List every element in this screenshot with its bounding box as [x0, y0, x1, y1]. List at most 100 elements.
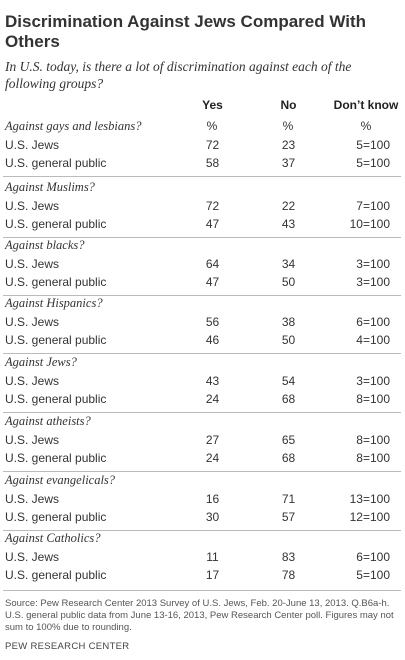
yes-value: 24 — [205, 451, 220, 465]
table-row: U.S. general public 47 43 10=100 — [0, 217, 405, 233]
yes-value: 16 — [205, 492, 220, 506]
no-value: 34 — [281, 257, 296, 271]
yes-value: 72 — [205, 138, 220, 152]
table-row: U.S. general public 24 68 8=100 — [0, 451, 405, 467]
question-text: In U.S. today, is there a lot of discrim… — [5, 59, 352, 91]
row-label: U.S. general public — [5, 392, 107, 406]
group-label: Against blacks? — [5, 238, 85, 252]
yes-value: 46 — [205, 333, 220, 347]
dont-know-value: 8=100 — [356, 392, 390, 406]
group-label: Against atheists? — [5, 414, 91, 428]
no-value: 65 — [281, 433, 296, 447]
no-value: 22 — [281, 199, 296, 213]
table-row: U.S. Jews 64 34 3=100 — [0, 257, 405, 273]
dont-know-value: 8=100 — [356, 433, 390, 447]
yes-value: 47 — [205, 275, 220, 289]
row-label: U.S. general public — [5, 333, 107, 347]
no-value: 23 — [281, 138, 296, 152]
table-row: U.S. general public 58 37 5=100 — [0, 156, 405, 172]
percent-sign-no: % — [282, 119, 294, 133]
table-row: U.S. general public 46 50 4=100 — [0, 333, 405, 349]
group-label: Against Catholics? — [5, 531, 101, 545]
table-row: U.S. general public 30 57 12=100 — [0, 510, 405, 526]
divider — [3, 176, 401, 177]
row-label: U.S. general public — [5, 451, 107, 465]
column-header-yes: Yes — [202, 98, 223, 112]
row-label: U.S. Jews — [5, 199, 60, 213]
no-value: 54 — [281, 374, 296, 388]
percent-sign-dont-know: % — [360, 119, 372, 133]
table-row: U.S. Jews 16 71 13=100 — [0, 492, 405, 508]
yes-value: 72 — [205, 199, 220, 213]
column-header-dont-know: Don’t know — [333, 98, 399, 112]
row-label: U.S. Jews — [5, 315, 60, 329]
table-row: U.S. Jews 27 65 8=100 — [0, 433, 405, 449]
row-label: U.S. general public — [5, 275, 107, 289]
table-row: U.S. Jews 11 83 6=100 — [0, 550, 405, 566]
no-value: 68 — [281, 392, 296, 406]
divider — [3, 590, 401, 591]
dont-know-value: 3=100 — [356, 275, 390, 289]
yes-value: 27 — [205, 433, 220, 447]
page-title: Discrimination Against Jews Compared Wit… — [5, 12, 367, 51]
footer-credit: PEW RESEARCH CENTER — [5, 641, 130, 652]
table-row: U.S. general public 24 68 8=100 — [0, 392, 405, 408]
group-label: Against Muslims? — [5, 180, 95, 194]
row-label: U.S. general public — [5, 510, 107, 524]
no-value: 78 — [281, 568, 296, 582]
divider — [3, 471, 401, 472]
group-label: Against Hispanics? — [5, 296, 103, 310]
dont-know-value: 4=100 — [356, 333, 390, 347]
no-value: 50 — [281, 275, 296, 289]
dont-know-value: 12=100 — [349, 510, 390, 524]
no-value: 43 — [281, 217, 296, 231]
no-value: 83 — [281, 550, 296, 564]
dont-know-value: 13=100 — [349, 492, 390, 506]
no-value: 71 — [281, 492, 296, 506]
table-row: U.S. Jews 56 38 6=100 — [0, 315, 405, 331]
table-row: U.S. Jews 72 22 7=100 — [0, 199, 405, 215]
divider — [3, 530, 401, 531]
no-value: 50 — [281, 333, 296, 347]
table-row: U.S. general public 17 78 5=100 — [0, 568, 405, 584]
yes-value: 56 — [205, 315, 220, 329]
no-value: 37 — [281, 156, 296, 170]
yes-value: 17 — [205, 568, 220, 582]
table-row: U.S. general public 47 50 3=100 — [0, 275, 405, 291]
dont-know-value: 3=100 — [356, 374, 390, 388]
divider — [3, 353, 401, 354]
row-label: U.S. general public — [5, 568, 107, 582]
group-label: Against evangelicals? — [5, 473, 116, 487]
yes-value: 64 — [205, 257, 220, 271]
group-label: Against Jews? — [5, 355, 77, 369]
row-label: U.S. Jews — [5, 138, 60, 152]
group-label: Against gays and lesbians? — [5, 119, 142, 133]
dont-know-value: 7=100 — [356, 199, 390, 213]
no-value: 57 — [281, 510, 296, 524]
yes-value: 58 — [205, 156, 220, 170]
table-row: U.S. Jews 72 23 5=100 — [0, 138, 405, 154]
divider — [3, 237, 401, 238]
yes-value: 24 — [205, 392, 220, 406]
dont-know-value: 10=100 — [349, 217, 390, 231]
table-row: U.S. Jews 43 54 3=100 — [0, 374, 405, 390]
dont-know-value: 6=100 — [356, 315, 390, 329]
source-note: Source: Pew Research Center 2013 Survey … — [5, 598, 394, 633]
no-value: 68 — [281, 451, 296, 465]
dont-know-value: 3=100 — [356, 257, 390, 271]
divider — [3, 412, 401, 413]
yes-value: 11 — [206, 550, 219, 564]
row-label: U.S. Jews — [5, 492, 60, 506]
no-value: 38 — [281, 315, 296, 329]
percent-sign-yes: % — [206, 119, 218, 133]
dont-know-value: 5=100 — [356, 156, 390, 170]
divider — [3, 295, 401, 296]
row-label: U.S. Jews — [5, 257, 60, 271]
yes-value: 43 — [205, 374, 220, 388]
dont-know-value: 5=100 — [356, 138, 390, 152]
row-label: U.S. general public — [5, 217, 107, 231]
row-label: U.S. Jews — [5, 433, 60, 447]
column-header-no: No — [280, 98, 297, 112]
dont-know-value: 5=100 — [356, 568, 390, 582]
dont-know-value: 8=100 — [356, 451, 390, 465]
